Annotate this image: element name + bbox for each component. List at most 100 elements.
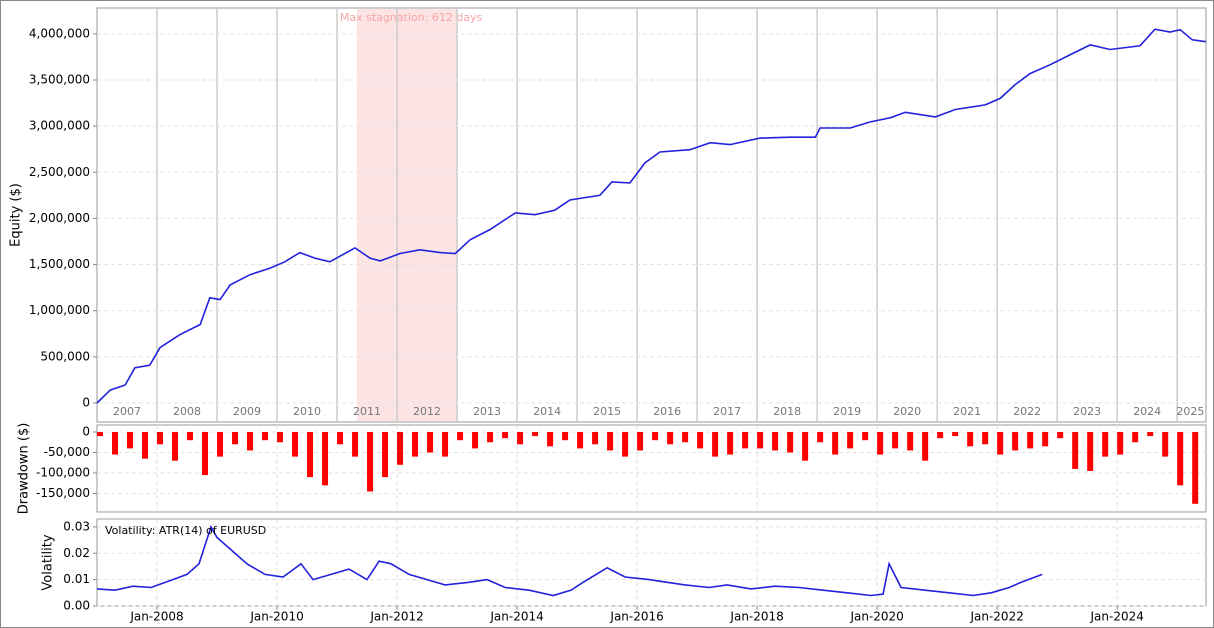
drawdown-bar (472, 431, 479, 449)
x-tick-label: 2014 (533, 405, 561, 418)
drawdown-bar (142, 431, 149, 459)
drawdown-bar (172, 431, 179, 461)
x-tick-label: Jan-2016 (609, 610, 663, 624)
x-tick-label: 2024 (1133, 405, 1161, 418)
y-axis-title: Drawdown ($) (17, 423, 32, 515)
drawdown-bar (682, 431, 689, 443)
drawdown-bar (112, 431, 119, 455)
plot-area (96, 7, 1207, 423)
drawdown-bar (787, 431, 794, 453)
drawdown-bar (667, 431, 674, 445)
y-tick-label: 3,500,000 (29, 72, 90, 86)
drawdown-bar (397, 431, 404, 465)
x-tick-label: Jan-2020 (849, 610, 903, 624)
stagnation-band (356, 9, 458, 421)
drawdown-bar (442, 431, 449, 457)
y-tick-label: 2,000,000 (29, 211, 90, 225)
x-tick-label: Jan-2024 (1089, 610, 1143, 624)
drawdown-bar (1072, 431, 1079, 469)
x-tick-label: 2025 (1176, 405, 1204, 418)
x-tick-label: Jan-2012 (369, 610, 423, 624)
drawdown-bar (1102, 431, 1109, 457)
drawdown-bar (337, 431, 344, 445)
x-tick-label: 2019 (833, 405, 861, 418)
drawdown-bar (997, 431, 1004, 455)
drawdown-bar (862, 431, 869, 441)
x-tick-label: 2021 (953, 405, 981, 418)
drawdown-bar (1027, 431, 1034, 449)
drawdown-bar (352, 431, 359, 457)
drawdown-bar (322, 431, 329, 486)
drawdown-bar (157, 431, 164, 445)
drawdown-bar (217, 431, 224, 457)
drawdown-bar (832, 431, 839, 455)
drawdown-bar (1132, 431, 1139, 443)
drawdown-bar (247, 431, 254, 451)
drawdown-bar (907, 431, 914, 451)
y-axis-title: Equity ($) (9, 183, 24, 247)
drawdown-bar (277, 431, 284, 443)
drawdown-bar (97, 431, 103, 437)
drawdown-bar (427, 431, 434, 453)
drawdown-bar (532, 431, 539, 437)
drawdown-bar (1177, 431, 1184, 486)
drawdown-bar (187, 431, 194, 441)
drawdown-bar (307, 431, 314, 478)
y-tick-label: 0.03 (63, 519, 90, 533)
drawdown-bar (622, 431, 629, 457)
drawdown-bar (292, 431, 299, 457)
drawdown-bar (637, 431, 644, 451)
drawdown-bar (487, 431, 494, 443)
drawdown-bar (817, 431, 824, 443)
drawdown-bar (757, 431, 764, 449)
y-tick-label: 3,000,000 (29, 119, 90, 133)
x-tick-label: 2022 (1013, 405, 1041, 418)
x-tick-label: Jan-2008 (129, 610, 183, 624)
drawdown-bar (1087, 431, 1094, 471)
drawdown-bar (877, 431, 884, 455)
drawdown-bar (952, 431, 959, 437)
drawdown-bar (847, 431, 854, 449)
drawdown-bar (607, 431, 614, 451)
y-tick-label: 0.02 (63, 546, 90, 560)
x-tick-label: 2009 (233, 405, 261, 418)
y-tick-label: 0 (82, 395, 90, 409)
y-tick-label: -150,000 (36, 486, 90, 500)
drawdown-bar (127, 431, 134, 449)
series-line (96, 524, 1043, 597)
drawdown-bar (457, 431, 464, 441)
drawdown-bar (727, 431, 734, 455)
drawdown-bar (412, 431, 419, 457)
drawdown-bar (1147, 431, 1154, 437)
drawdown-bar (1117, 431, 1124, 455)
drawdown-bar (772, 431, 779, 451)
drawdown-bar (937, 431, 944, 439)
x-tick-label: 2015 (593, 405, 621, 418)
y-tick-label: 1,500,000 (29, 257, 90, 271)
stagnation-label: Max stagnation: 612 days (340, 11, 483, 24)
drawdown-bar (967, 431, 974, 447)
x-tick-label: 2007 (113, 405, 141, 418)
drawdown-bar (922, 431, 929, 461)
series-line (96, 28, 1207, 404)
drawdown-bar (802, 431, 809, 461)
x-tick-label: 2008 (173, 405, 201, 418)
x-tick-label: 2013 (473, 405, 501, 418)
drawdown-bar (202, 431, 209, 476)
x-tick-label: 2010 (293, 405, 321, 418)
x-tick-label: 2023 (1073, 405, 1101, 418)
x-tick-label: Jan-2018 (729, 610, 783, 624)
drawdown-bar (892, 431, 899, 449)
drawdown-bar (1192, 431, 1199, 504)
drawdown-bar (652, 431, 659, 441)
drawdown-bar (517, 431, 524, 445)
drawdown-bar (742, 431, 749, 449)
x-tick-label: 2011 (353, 405, 381, 418)
drawdown-bar (367, 431, 374, 492)
plot-area (96, 518, 1207, 607)
x-tick-label: 2012 (413, 405, 441, 418)
y-axis-title: Volatility (41, 534, 56, 590)
drawdown-bar (547, 431, 554, 447)
drawdown-bar (1012, 431, 1019, 451)
